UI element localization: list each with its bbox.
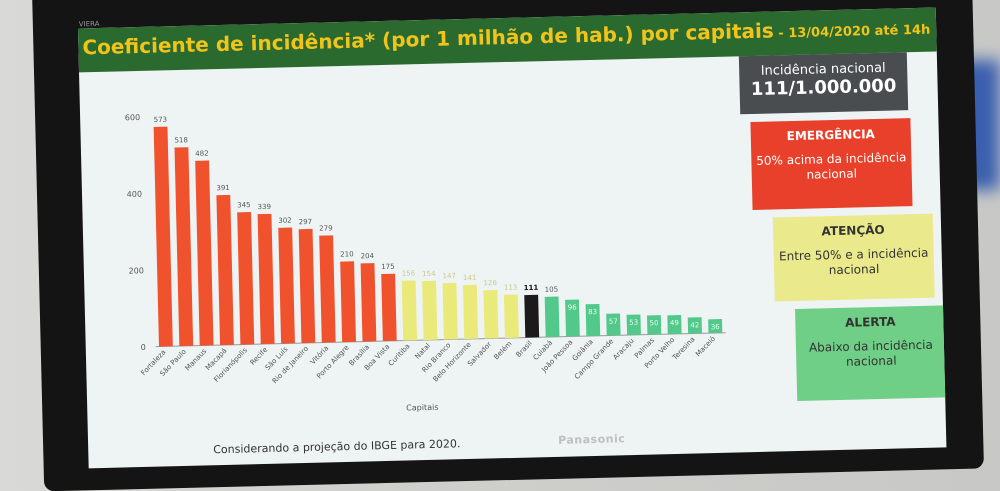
data-label: 49 xyxy=(670,319,679,327)
data-label: 518 xyxy=(174,136,188,144)
emergency-panel: EMERGÊNCIA 50% acima da incidência nacio… xyxy=(750,118,913,211)
bar xyxy=(585,303,601,337)
tv-screen: Coeficiente de incidência* (por 1 milhão… xyxy=(77,7,947,469)
emergency-heading: EMERGÊNCIA xyxy=(786,127,876,144)
alert-panel: ALERTA Abaixo da incidência nacional xyxy=(795,305,947,401)
bar xyxy=(401,280,418,341)
x-tick-label: Belém xyxy=(492,340,513,362)
emergency-text: 50% acima da incidência nacional xyxy=(756,150,907,182)
data-label: 141 xyxy=(463,274,477,282)
y-tick-label: 600 xyxy=(125,113,140,122)
bar xyxy=(544,296,560,338)
bar xyxy=(708,318,723,334)
x-tick-label: Maceió xyxy=(694,335,717,358)
data-label: 96 xyxy=(568,304,578,312)
x-tick-label: Natal xyxy=(414,342,433,361)
data-label: 204 xyxy=(361,252,375,260)
bar xyxy=(174,147,194,347)
attention-panel: ATENÇÃO Entre 50% e a incidência naciona… xyxy=(772,213,935,302)
data-label: 42 xyxy=(690,321,699,329)
bar xyxy=(237,212,255,345)
x-tick-label: Teresina xyxy=(670,335,696,362)
data-label: 147 xyxy=(443,272,457,280)
bar xyxy=(319,235,336,343)
bar xyxy=(646,315,662,335)
x-tick-label: Aracaju xyxy=(612,337,636,362)
bar xyxy=(483,289,499,339)
bar xyxy=(340,261,356,343)
data-label: 126 xyxy=(483,279,497,287)
bar xyxy=(153,126,173,347)
footnote: Considerando a projeção do IBGE para 202… xyxy=(213,437,461,457)
data-label: 302 xyxy=(278,217,292,225)
y-tick-label: 200 xyxy=(129,266,144,275)
tv-brand-logo: Panasonic xyxy=(557,432,626,447)
data-label: 50 xyxy=(650,319,659,327)
page-title: Coeficiente de incidência* (por 1 milhão… xyxy=(82,15,931,60)
x-tick-label: Rio de Janeiro xyxy=(271,345,310,386)
bar xyxy=(687,317,702,334)
title-date: - 13/04/2020 até 14h xyxy=(773,22,931,42)
bar xyxy=(667,315,682,335)
bar xyxy=(298,228,316,344)
data-label: 154 xyxy=(422,270,436,278)
data-label: 57 xyxy=(609,317,618,325)
data-label: 53 xyxy=(629,319,638,327)
bar xyxy=(606,313,621,336)
bar xyxy=(278,227,295,344)
bar xyxy=(462,284,479,340)
attention-text: Entre 50% e a incidência nacional xyxy=(778,245,929,278)
data-label: 339 xyxy=(258,203,272,211)
data-label: 156 xyxy=(402,269,416,277)
data-label: 391 xyxy=(216,184,230,192)
data-label: 297 xyxy=(299,218,313,226)
data-label: 113 xyxy=(504,283,518,291)
attention-heading: ATENÇÃO xyxy=(821,222,885,239)
bar xyxy=(422,280,438,341)
bar xyxy=(360,263,377,342)
alert-text: Abaixo da incidência nacional xyxy=(808,337,934,369)
data-label: 573 xyxy=(154,116,168,124)
national-value: 111/1.000.000 xyxy=(750,75,897,101)
data-label: 36 xyxy=(711,323,721,331)
y-tick-label: 0 xyxy=(141,343,146,352)
data-label: 279 xyxy=(319,224,333,232)
y-tick-label: 400 xyxy=(127,190,142,199)
data-label: 83 xyxy=(588,308,597,316)
alert-heading: ALERTA xyxy=(845,314,896,330)
bar xyxy=(442,282,458,340)
tv-monitor: VIERA Coeficiente de incidência* (por 1 … xyxy=(32,0,984,491)
bar xyxy=(381,273,397,342)
data-label: 482 xyxy=(195,150,209,158)
data-label: 210 xyxy=(340,250,354,258)
x-tick-label: Curitiba xyxy=(387,342,412,367)
x-tick-label: Manaus xyxy=(184,347,209,372)
title-text: Coeficiente de incidência* (por 1 milhão… xyxy=(82,18,775,60)
x-axis-title: Capitais xyxy=(406,403,438,413)
bar xyxy=(195,160,214,346)
bar xyxy=(626,314,641,336)
data-label: 345 xyxy=(237,201,251,209)
bar xyxy=(565,299,580,337)
national-incidence-panel: Incidência nacional 111/1.000.000 xyxy=(738,52,909,115)
bar xyxy=(524,294,540,338)
bar xyxy=(216,194,234,346)
data-label: 105 xyxy=(545,286,559,294)
data-label: 111 xyxy=(524,284,539,292)
data-label: 175 xyxy=(381,263,395,271)
bar xyxy=(257,213,275,345)
bar xyxy=(503,294,519,339)
